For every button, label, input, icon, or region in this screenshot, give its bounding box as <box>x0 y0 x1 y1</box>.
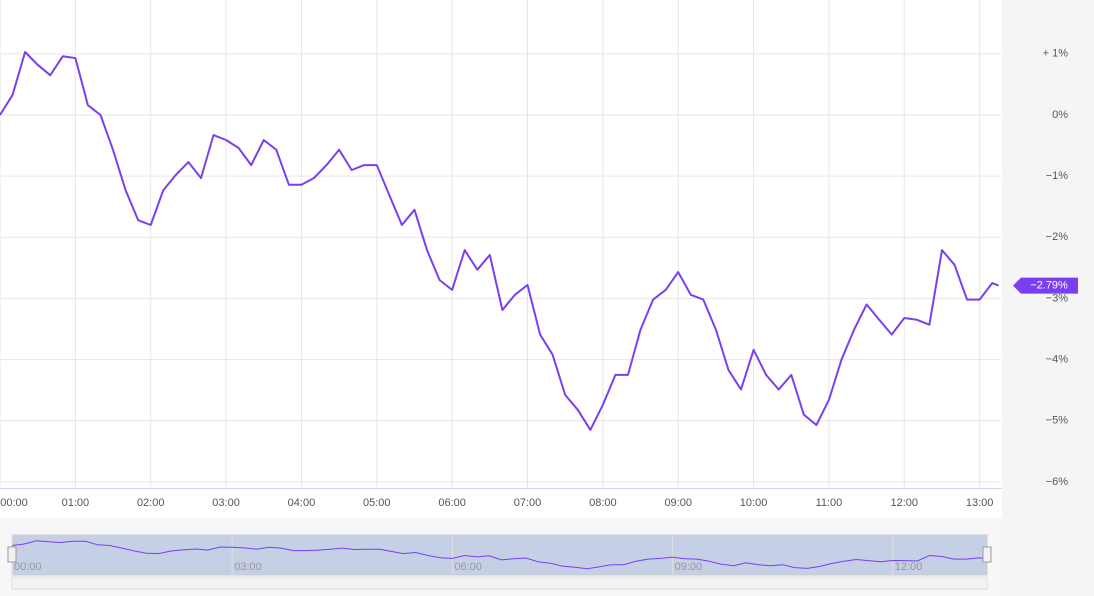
y-tick-label: + 1% <box>1043 48 1069 60</box>
y-tick-label: −3% <box>1046 292 1069 304</box>
y-tick-label: 0% <box>1052 109 1068 121</box>
x-tick-label: 07:00 <box>514 497 542 509</box>
x-tick-label: 06:00 <box>438 497 466 509</box>
navigator-tick-label: 00:00 <box>14 561 42 573</box>
navigator-handle[interactable] <box>7 546 17 563</box>
x-tick-label: 01:00 <box>62 497 90 509</box>
x-tick-label: 10:00 <box>740 497 768 509</box>
x-tick-label: 05:00 <box>363 497 391 509</box>
y-tick-label: −2% <box>1046 231 1069 243</box>
navigator-tick-label: 06:00 <box>454 561 482 573</box>
y-tick-label: −5% <box>1046 415 1069 427</box>
y-tick-label: −4% <box>1046 353 1069 365</box>
x-tick-label: 13:00 <box>966 497 994 509</box>
x-tick-label: 00:00 <box>0 497 28 509</box>
navigator-tick-label: 09:00 <box>675 561 703 573</box>
x-tick-label: 11:00 <box>816 497 843 509</box>
current-value-label: −2.79% <box>1030 279 1068 291</box>
x-tick-label: 02:00 <box>137 497 165 509</box>
x-tick-label: 12:00 <box>891 497 919 509</box>
y-tick-label: −6% <box>1046 476 1069 488</box>
navigator-mask <box>11 534 988 576</box>
scrollbar[interactable] <box>11 576 988 590</box>
x-tick-label: 03:00 <box>212 497 240 509</box>
navigator-handle[interactable] <box>982 546 992 563</box>
y-tick-label: −1% <box>1046 170 1069 182</box>
y-axis-panel <box>1002 0 1094 596</box>
x-tick-label: 08:00 <box>589 497 617 509</box>
x-tick-label: 09:00 <box>664 497 692 509</box>
x-tick-label: 04:00 <box>288 497 316 509</box>
navigator-tick-label: 03:00 <box>234 561 262 573</box>
navigator-line <box>11 540 985 570</box>
navigator-tick-label: 12:00 <box>895 561 923 573</box>
current-value-flag <box>1013 277 1078 294</box>
price-line <box>0 51 999 431</box>
